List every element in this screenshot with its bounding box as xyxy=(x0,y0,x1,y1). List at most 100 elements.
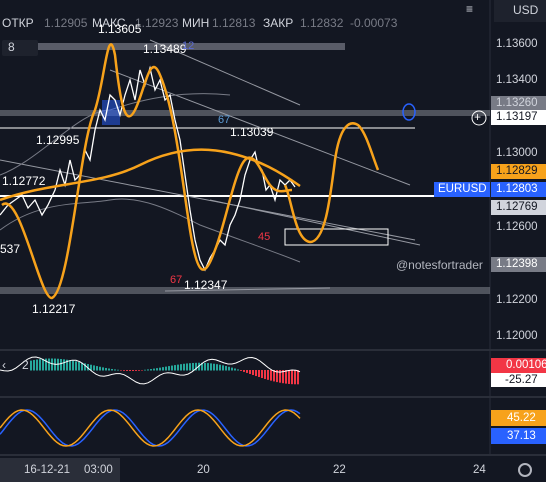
histogram-bar xyxy=(276,370,278,383)
histogram-bar xyxy=(87,364,89,371)
histogram-bar xyxy=(51,358,53,371)
time-label: 03:00 xyxy=(84,464,113,476)
stoch-k-line xyxy=(0,409,301,447)
histogram-bar xyxy=(225,366,227,371)
count-annotation: 67 xyxy=(218,114,230,126)
macd-value: 0.00106 xyxy=(506,359,546,371)
settings-gear[interactable] xyxy=(518,463,532,477)
pane-number: 2 xyxy=(22,358,29,372)
histogram-bar xyxy=(180,364,182,371)
high-label: МАКС xyxy=(92,16,126,30)
histogram-bar xyxy=(78,361,80,371)
price-badge xyxy=(491,257,546,272)
histogram-bar xyxy=(246,370,248,373)
histogram-bar xyxy=(243,370,245,372)
collapse-icon[interactable]: ‹ xyxy=(2,358,6,372)
histogram-bar xyxy=(132,370,134,371)
histogram-bar xyxy=(150,369,152,371)
histogram-bar xyxy=(30,360,32,371)
histogram-bar xyxy=(189,363,191,371)
high-value: 1.12923 xyxy=(135,16,179,30)
macd-pane xyxy=(0,356,301,385)
histogram-bar xyxy=(135,370,137,371)
histogram-bar xyxy=(231,367,233,371)
histogram-bar xyxy=(282,370,284,384)
histogram-bar xyxy=(93,365,95,371)
currency: USD xyxy=(513,3,539,17)
price-tick: 1.12200 xyxy=(496,294,538,306)
histogram-bar xyxy=(33,360,35,371)
price-annotation: 1.12995 xyxy=(36,133,80,147)
histogram-bar xyxy=(144,369,146,371)
histogram-bar xyxy=(75,361,77,371)
histogram-bar xyxy=(96,366,98,371)
histogram-bar xyxy=(81,362,83,371)
histogram-bar xyxy=(72,360,74,371)
price-annotation: 537 xyxy=(0,242,20,256)
low-label: МИН xyxy=(182,16,209,30)
price-badge xyxy=(491,110,546,125)
price-tick: 1.12600 xyxy=(496,221,538,233)
time-label: 24 xyxy=(473,464,486,476)
open-value: 1.12905 xyxy=(44,16,88,30)
close-value: 1.12832 xyxy=(300,16,344,30)
time-label: 16-12-21 xyxy=(24,464,70,476)
trend-line xyxy=(0,159,416,241)
low-value: 1.12813 xyxy=(212,16,256,30)
band-line xyxy=(0,198,301,263)
histogram-bar xyxy=(186,363,188,371)
open-label: ОТКР xyxy=(2,16,34,30)
stoch-pane xyxy=(0,409,301,447)
indicators-toggle[interactable] xyxy=(2,40,38,56)
histogram-bar xyxy=(171,365,173,371)
close-label: ЗАКР xyxy=(263,16,293,30)
price-annotation: 1.13489 xyxy=(143,42,187,56)
histogram-bar xyxy=(147,369,149,371)
histogram-bar xyxy=(48,358,50,371)
histogram-bar xyxy=(153,368,155,371)
price-annotation: 1.12772 xyxy=(2,174,46,188)
histogram-bar xyxy=(207,363,209,371)
histogram-bar xyxy=(219,364,221,371)
histogram-bar xyxy=(84,363,86,371)
histogram-bar xyxy=(126,370,128,371)
histogram-bar xyxy=(294,370,296,385)
histogram-bar xyxy=(165,366,167,371)
histogram-bar xyxy=(102,367,104,371)
histogram-bar xyxy=(267,370,269,380)
histogram-bar xyxy=(240,370,242,371)
settings-icon[interactable]: ≡ xyxy=(466,2,473,16)
time-label: 20 xyxy=(197,464,210,476)
macd-signal: -25.27 xyxy=(505,374,538,386)
target-box xyxy=(284,228,389,246)
histogram-bar xyxy=(123,370,125,371)
time-label: 22 xyxy=(333,464,346,476)
indicators-count: 8 xyxy=(8,40,15,54)
price-annotation: 1.13039 xyxy=(230,125,274,139)
histogram-bar xyxy=(192,362,194,371)
histogram-bar xyxy=(270,370,272,381)
histogram-bar xyxy=(210,363,212,371)
histogram-bar xyxy=(105,367,107,371)
value-badge xyxy=(491,373,546,387)
histogram-bar xyxy=(69,360,71,371)
histogram-bar xyxy=(156,368,158,371)
price-badge xyxy=(491,96,546,110)
histogram-bar xyxy=(60,358,62,371)
change-value: -0.00073 xyxy=(350,16,398,30)
histogram-bar xyxy=(237,369,239,371)
histogram-bar xyxy=(174,365,176,371)
trend-line xyxy=(149,39,301,106)
add-alert[interactable] xyxy=(471,110,487,126)
histogram-bar xyxy=(39,359,41,371)
price-badge-text: 1.12803 xyxy=(496,183,538,195)
stoch-k: 45.22 xyxy=(507,412,536,424)
projection-curve xyxy=(1,43,293,300)
histogram-bar xyxy=(195,362,197,371)
histogram-bar xyxy=(249,370,251,374)
histogram-bar xyxy=(177,364,179,371)
currency-selector[interactable] xyxy=(494,0,546,22)
trend-line xyxy=(164,287,331,292)
histogram-bar xyxy=(273,370,275,382)
